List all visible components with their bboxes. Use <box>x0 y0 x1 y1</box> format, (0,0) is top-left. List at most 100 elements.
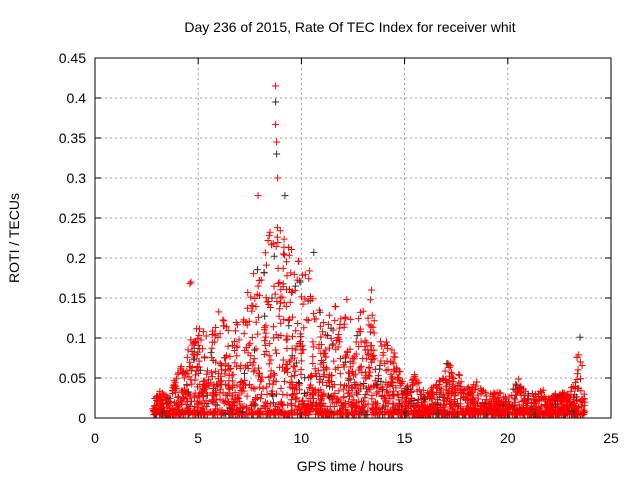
data-point <box>281 251 289 259</box>
data-point <box>273 138 281 146</box>
data-point <box>202 397 210 405</box>
data-point <box>478 388 486 396</box>
data-point <box>337 381 345 389</box>
data-point <box>183 353 191 361</box>
data-point <box>214 375 222 383</box>
data-point <box>224 361 232 369</box>
data-point <box>241 376 249 384</box>
data-point <box>543 411 551 419</box>
data-point <box>279 356 287 364</box>
data-point <box>231 359 239 367</box>
data-point <box>276 278 284 286</box>
data-point <box>417 399 425 407</box>
data-point <box>185 373 193 381</box>
data-point <box>356 328 364 336</box>
data-point <box>220 399 228 407</box>
data-point <box>281 378 289 386</box>
data-point <box>236 398 244 406</box>
data-point <box>396 368 404 376</box>
data-point <box>390 392 398 400</box>
data-point <box>422 404 430 412</box>
data-point <box>497 389 505 397</box>
data-point <box>327 334 335 342</box>
data-point <box>306 292 314 300</box>
data-point <box>388 373 396 381</box>
data-point <box>325 411 333 419</box>
data-point <box>350 396 358 404</box>
data-point <box>310 387 318 395</box>
data-point <box>316 376 324 384</box>
data-point <box>383 357 391 365</box>
data-point <box>239 408 247 416</box>
data-point <box>340 323 348 331</box>
data-point <box>156 411 164 419</box>
data-point <box>272 331 280 339</box>
data-point <box>303 316 311 324</box>
data-point <box>394 374 402 382</box>
data-point <box>308 372 316 380</box>
data-point <box>395 402 403 410</box>
data-point <box>350 379 358 387</box>
data-point <box>319 391 327 399</box>
data-point <box>518 397 526 405</box>
data-point <box>212 367 220 375</box>
x-tick-label: 5 <box>194 430 202 446</box>
data-point <box>382 387 390 395</box>
data-point <box>311 410 319 418</box>
data-point <box>284 368 292 376</box>
data-point <box>179 394 187 402</box>
data-point <box>199 387 207 395</box>
data-point <box>203 370 211 378</box>
data-point <box>280 299 288 307</box>
data-point <box>292 359 300 367</box>
data-point <box>552 408 560 416</box>
data-point <box>236 409 244 417</box>
data-point <box>382 398 390 406</box>
data-point <box>290 372 298 380</box>
data-point <box>355 343 363 351</box>
data-point <box>325 374 333 382</box>
data-point <box>208 354 216 362</box>
data-point <box>228 392 236 400</box>
data-point <box>382 367 390 375</box>
data-point <box>577 375 585 383</box>
data-point <box>567 401 574 409</box>
data-point <box>279 401 287 409</box>
data-point <box>267 356 275 364</box>
data-point <box>165 404 173 412</box>
data-point <box>150 402 158 410</box>
data-point <box>486 397 494 405</box>
data-point <box>272 98 280 106</box>
data-point <box>251 294 259 302</box>
data-point <box>267 400 275 408</box>
data-point <box>511 411 519 419</box>
data-point <box>240 330 248 338</box>
data-point <box>354 390 362 398</box>
data-point <box>292 327 300 335</box>
data-point <box>410 397 418 405</box>
data-point <box>211 338 219 346</box>
data-point <box>312 315 320 323</box>
data-point <box>245 341 253 349</box>
data-point <box>531 399 539 407</box>
y-tick-label: 0.1 <box>67 330 87 346</box>
data-point <box>376 365 384 373</box>
data-point <box>186 392 194 400</box>
data-point <box>501 410 509 418</box>
data-point <box>341 358 349 366</box>
x-tick-label: 15 <box>397 430 413 446</box>
data-point <box>183 370 191 378</box>
data-point <box>320 366 328 374</box>
data-point <box>488 410 496 418</box>
data-point <box>279 264 287 272</box>
data-point <box>257 395 265 403</box>
data-point <box>279 391 287 399</box>
data-point <box>364 400 372 408</box>
data-point <box>275 406 283 414</box>
data-point <box>296 386 304 394</box>
data-point <box>361 394 369 402</box>
data-point <box>308 391 316 399</box>
data-point <box>315 388 323 396</box>
data-point <box>381 402 389 410</box>
data-point <box>262 294 270 302</box>
